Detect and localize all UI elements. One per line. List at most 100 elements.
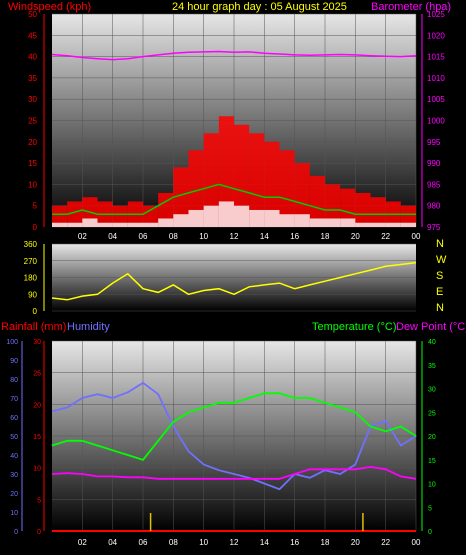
gust-bar bbox=[52, 205, 68, 227]
gust-bar bbox=[143, 205, 159, 227]
humidity-y-tick: 0 bbox=[14, 529, 18, 536]
rain-y-tick: 0 bbox=[37, 529, 41, 536]
wind-min-bar bbox=[279, 214, 295, 227]
barometer-y-tick: 980 bbox=[427, 202, 441, 211]
humidity-y-tick: 30 bbox=[10, 472, 18, 479]
climate-x-tick: 00 bbox=[412, 538, 421, 547]
gust-bar bbox=[340, 188, 356, 227]
gust-bar bbox=[67, 201, 83, 227]
climate-x-tick: 04 bbox=[108, 538, 117, 547]
wind-min-bar bbox=[127, 222, 143, 227]
barometer-y-tick: 1000 bbox=[427, 117, 445, 126]
wind-x-tick: 18 bbox=[321, 232, 330, 241]
climate-x-tick: 22 bbox=[381, 538, 390, 547]
wind-min-bar bbox=[234, 205, 250, 227]
rain-y-tick: 5 bbox=[37, 497, 41, 504]
gust-bar bbox=[218, 116, 234, 227]
direction-y-tick: 0 bbox=[33, 307, 38, 316]
compass-tick: S bbox=[436, 270, 443, 282]
compass-tick: N bbox=[436, 238, 444, 250]
wind-min-bar bbox=[188, 209, 204, 227]
climate-x-tick: 16 bbox=[290, 538, 299, 547]
wind-min-bar bbox=[400, 222, 416, 227]
wind-min-bar bbox=[385, 222, 401, 227]
temperature-y-tick: 30 bbox=[428, 387, 436, 394]
wind-avg-line bbox=[52, 183, 416, 215]
wind-min-bar bbox=[112, 222, 128, 227]
temperature-y-tick: 35 bbox=[428, 363, 436, 370]
wind-x-tick: 02 bbox=[78, 232, 87, 241]
temperature-y-tick: 0 bbox=[428, 529, 432, 536]
windspeed-label: Windspeed (kph) bbox=[8, 1, 91, 13]
wind-x-tick: 00 bbox=[412, 232, 421, 241]
humidity-y-tick: 40 bbox=[10, 453, 18, 460]
wind-x-tick: 20 bbox=[351, 232, 360, 241]
humidity-y-tick: 70 bbox=[10, 396, 18, 403]
wind-min-bar bbox=[309, 218, 325, 227]
wind-min-bar bbox=[203, 205, 219, 227]
temperature-y-tick: 40 bbox=[428, 339, 436, 346]
wind-x-tick: 06 bbox=[139, 232, 148, 241]
wind-min-bar bbox=[143, 222, 159, 227]
gust-bar bbox=[234, 124, 250, 227]
wind-x-tick: 04 bbox=[108, 232, 117, 241]
temperature-label: Temperature (°C) bbox=[312, 321, 396, 333]
wind-x-tick: 16 bbox=[290, 232, 299, 241]
wind-y-tick: 40 bbox=[28, 53, 37, 62]
wind-x-tick: 10 bbox=[199, 232, 208, 241]
humidity-y-tick: 100 bbox=[6, 339, 18, 346]
barometer-y-tick: 1025 bbox=[427, 10, 445, 19]
climate-x-tick: 06 bbox=[139, 538, 148, 547]
temperature-line bbox=[51, 392, 417, 461]
wind-y-tick: 30 bbox=[28, 95, 37, 104]
barometer-y-tick: 985 bbox=[427, 180, 441, 189]
humidity-y-tick: 50 bbox=[10, 434, 18, 441]
temperature-y-tick: 25 bbox=[428, 410, 436, 417]
wind-min-bar bbox=[82, 218, 98, 227]
gust-bar bbox=[400, 205, 416, 227]
wind-y-tick: 5 bbox=[33, 202, 38, 211]
rainfall-label: Rainfall (mm) bbox=[1, 321, 66, 333]
humidity-y-tick: 80 bbox=[10, 377, 18, 384]
gust-bar bbox=[355, 192, 371, 227]
climate-x-tick: 02 bbox=[78, 538, 87, 547]
wind-y-tick: 45 bbox=[28, 31, 37, 40]
direction-y-tick: 90 bbox=[28, 290, 37, 299]
temperature-y-tick: 20 bbox=[428, 434, 436, 441]
wind-x-tick: 12 bbox=[230, 232, 239, 241]
wind-x-tick: 14 bbox=[260, 232, 269, 241]
climate-x-tick: 14 bbox=[260, 538, 269, 547]
compass-tick: W bbox=[436, 254, 447, 266]
wind-min-bar bbox=[355, 222, 371, 227]
compass-tick: N bbox=[436, 302, 444, 314]
gust-bar bbox=[188, 150, 204, 227]
barometer-y-tick: 975 bbox=[427, 223, 441, 232]
temperature-y-tick: 10 bbox=[428, 482, 436, 489]
gust-bar bbox=[325, 184, 341, 227]
wind-min-bar bbox=[325, 218, 341, 227]
wind-y-tick: 0 bbox=[33, 223, 38, 232]
gust-bar bbox=[264, 141, 280, 227]
gust-bar bbox=[309, 175, 325, 227]
wind-min-bar bbox=[340, 218, 356, 227]
wind-y-tick: 10 bbox=[28, 180, 37, 189]
barometer-y-tick: 1010 bbox=[427, 74, 445, 83]
wind-x-tick: 08 bbox=[169, 232, 178, 241]
wind-x-tick: 22 bbox=[381, 232, 390, 241]
climate-x-tick: 20 bbox=[351, 538, 360, 547]
barometer-y-tick: 1005 bbox=[427, 95, 445, 104]
wind-y-tick: 20 bbox=[28, 138, 37, 147]
wind-min-bar bbox=[294, 214, 310, 227]
wind-min-bar bbox=[264, 209, 280, 227]
humidity-y-tick: 10 bbox=[10, 510, 18, 517]
wind-min-bar bbox=[97, 222, 113, 227]
temperature-y-tick: 5 bbox=[428, 505, 432, 512]
gust-bar bbox=[279, 150, 295, 227]
compass-tick: E bbox=[436, 286, 443, 298]
climate-x-tick: 10 bbox=[199, 538, 208, 547]
wind-min-bar bbox=[173, 214, 189, 227]
barometer-y-tick: 990 bbox=[427, 159, 441, 168]
gust-bar bbox=[112, 205, 128, 227]
humidity-line bbox=[51, 381, 417, 491]
